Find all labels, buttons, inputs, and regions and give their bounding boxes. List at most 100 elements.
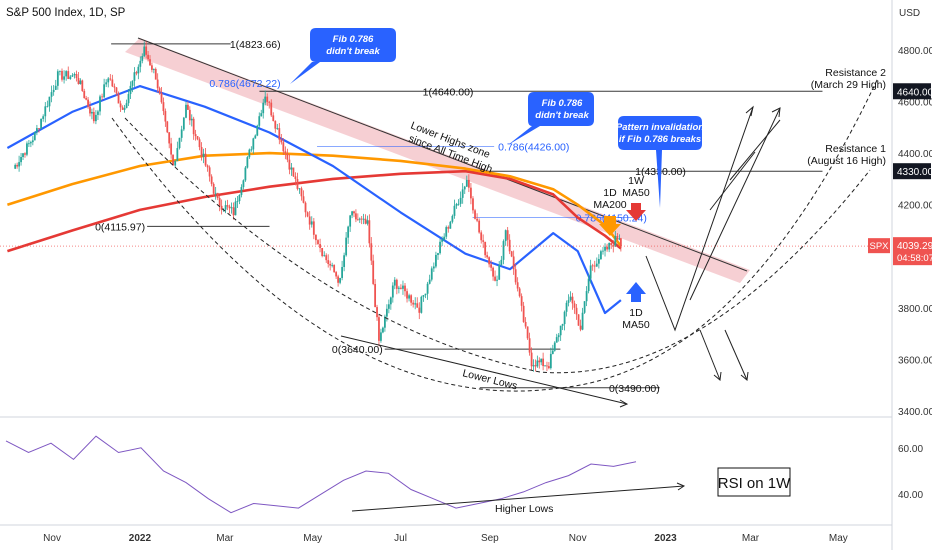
dma50-label-2: MA50: [622, 319, 650, 331]
candle-body: [551, 350, 554, 354]
ma200-label-2: MA200: [593, 199, 626, 211]
candle-body: [542, 358, 545, 367]
svg-text:didn't break: didn't break: [535, 110, 589, 121]
candle-body: [400, 287, 402, 289]
candle-body: [87, 99, 89, 107]
x-tick-label: May: [829, 533, 848, 544]
candle-body: [149, 59, 151, 66]
candle-body: [397, 287, 400, 289]
candle-body: [504, 230, 507, 242]
candle-body: [549, 353, 552, 369]
candle-body: [91, 111, 93, 114]
candle-body: [384, 316, 386, 328]
candle-body: [595, 263, 598, 267]
candle-body: [532, 365, 535, 367]
candle-body: [210, 176, 213, 184]
candle-body: [426, 283, 429, 294]
candle-body: [455, 204, 458, 206]
candle-body: [151, 65, 153, 70]
higher-lows-line: [351, 485, 685, 512]
candle-body: [600, 251, 602, 260]
candle-body: [358, 218, 361, 220]
axes: 4800.004600.004400.004200.004000.003800.…: [0, 46, 932, 544]
candle-body: [158, 88, 161, 94]
candle-body: [292, 167, 295, 177]
candle-body: [202, 153, 205, 157]
candle-body: [522, 305, 525, 322]
candle-body: [97, 111, 99, 115]
candle-body: [141, 56, 144, 61]
lower-lows-line: [340, 335, 628, 405]
candle-body: [133, 72, 136, 81]
svg-text:if Fib 0.786 breaks: if Fib 0.786 breaks: [619, 134, 701, 145]
candle-body: [614, 236, 617, 247]
candle-body: [349, 215, 352, 227]
candle-body: [196, 136, 199, 140]
x-tick-label: Sep: [481, 533, 499, 544]
candle-body: [526, 326, 529, 339]
candle-body: [327, 260, 330, 264]
candle-body: [488, 257, 491, 265]
candle-body: [422, 295, 425, 297]
candle-body: [218, 198, 221, 206]
candle-body: [54, 85, 57, 90]
candle-body: [467, 179, 470, 188]
candle-body: [117, 93, 120, 104]
candle-body: [472, 198, 474, 211]
candle-body: [200, 147, 203, 157]
candle-body: [378, 317, 380, 341]
candle-body: [589, 265, 592, 279]
resistance1-label-2: (August 16 High): [807, 155, 886, 167]
wma50-arrow-icon: [626, 203, 646, 221]
ma-line: [7, 169, 622, 253]
fib-label: 0(3490.00): [609, 383, 660, 395]
candle-body: [190, 118, 193, 121]
candle-body: [478, 220, 481, 233]
price-value: 4039.29: [897, 241, 932, 252]
candle-body: [516, 282, 519, 289]
candle-body: [242, 180, 245, 188]
candle-body: [143, 46, 146, 57]
candle-body: [294, 176, 297, 180]
candle-body: [226, 205, 229, 207]
candle-body: [518, 288, 521, 297]
candle-body: [315, 234, 317, 241]
candle-body: [14, 164, 17, 169]
candle-body: [486, 255, 489, 258]
candle-body: [24, 153, 26, 155]
candle-body: [547, 366, 550, 369]
candle-body: [579, 325, 582, 330]
resistance2-label-1: Resistance 2: [825, 67, 886, 79]
candle-body: [490, 264, 492, 268]
candle-body: [298, 188, 301, 190]
candle-body: [280, 139, 283, 143]
candle-body: [266, 96, 269, 102]
candle-body: [317, 240, 319, 245]
candle-body: [18, 162, 20, 167]
candle-body: [406, 291, 408, 299]
candle-body: [553, 342, 556, 351]
candle-body: [366, 220, 369, 224]
candle-body: [353, 211, 355, 214]
candle-body: [139, 60, 142, 67]
x-tick-label: Nov: [569, 533, 587, 544]
candle-body: [152, 68, 155, 70]
candle-body: [430, 268, 433, 280]
fib-label: 1(4640.00): [423, 86, 474, 98]
candle-body: [306, 212, 309, 217]
candle-body: [46, 106, 49, 108]
candle-body: [424, 293, 427, 296]
candle-body: [77, 78, 80, 85]
candle-body: [113, 86, 116, 88]
candle-body: [284, 151, 287, 154]
candle-body: [389, 297, 392, 305]
candle-body: [119, 103, 122, 108]
candle-body: [290, 167, 293, 170]
fib-levels: 1(4823.66) 0.786(4672.22) 1(4640.00) 0.786(…: [95, 39, 823, 395]
candle-body: [111, 79, 114, 87]
candle-body: [435, 254, 437, 267]
candle-body: [206, 165, 209, 168]
candle-body: [302, 196, 305, 203]
rsi-title: RSI on 1W: [718, 475, 791, 492]
